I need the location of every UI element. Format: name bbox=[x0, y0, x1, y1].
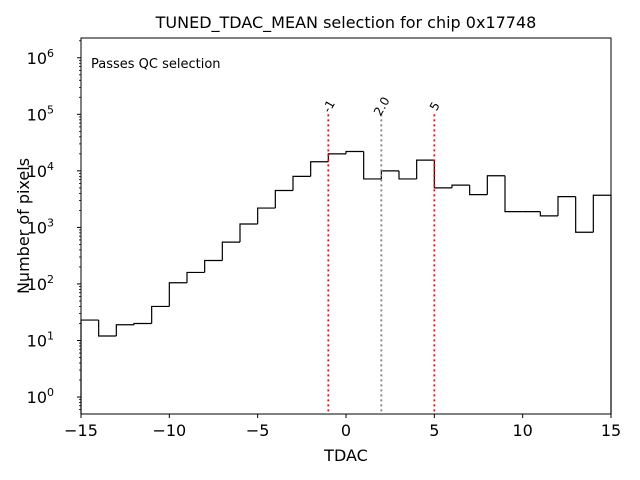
x-tick-label: −15 bbox=[64, 421, 98, 440]
histogram-bin bbox=[539, 211, 558, 217]
histogram-bin bbox=[363, 151, 382, 180]
histogram-bin bbox=[239, 223, 258, 243]
histogram-bin bbox=[575, 196, 594, 233]
histogram-bin bbox=[221, 241, 240, 261]
y-tick-label: 105 bbox=[27, 103, 54, 124]
histogram-bin bbox=[469, 185, 488, 196]
x-tick-label: 10 bbox=[512, 421, 532, 440]
plot-frame bbox=[80, 37, 612, 415]
x-tick-label: 5 bbox=[429, 421, 439, 440]
x-tick-label: −10 bbox=[152, 421, 186, 440]
chart-title: TUNED_TDAC_MEAN selection for chip 0x177… bbox=[155, 13, 537, 33]
histogram-bin bbox=[398, 170, 417, 180]
histogram-bin bbox=[451, 184, 470, 188]
histogram-bin bbox=[327, 153, 346, 162]
y-tick-label: 100 bbox=[27, 386, 54, 407]
histogram-bin bbox=[98, 320, 117, 337]
y-tick-label: 101 bbox=[27, 329, 54, 350]
histogram-bin bbox=[345, 150, 364, 154]
x-tick-label: −5 bbox=[246, 421, 270, 440]
histogram-bin bbox=[310, 161, 329, 177]
histogram-bin bbox=[133, 322, 152, 325]
histogram-bin bbox=[151, 305, 170, 324]
annotation-text: Passes QC selection bbox=[91, 57, 221, 72]
y-tick-label: 102 bbox=[27, 273, 54, 294]
x-tick-label: 0 bbox=[341, 421, 351, 440]
histogram-bin bbox=[186, 271, 205, 283]
histogram-bin bbox=[504, 175, 523, 213]
histogram-bin bbox=[292, 175, 311, 191]
y-axis-label: Number of pixels bbox=[14, 158, 33, 294]
x-axis-label: TDAC bbox=[323, 446, 368, 465]
x-tick-label: 15 bbox=[601, 421, 621, 440]
histogram-bin bbox=[168, 282, 187, 307]
histogram-bin bbox=[115, 324, 134, 337]
histogram-bin bbox=[274, 189, 293, 209]
y-tick-label: 104 bbox=[27, 160, 54, 181]
y-tick-label: 103 bbox=[27, 216, 54, 237]
y-tick-label: 106 bbox=[27, 47, 54, 68]
histogram-bin bbox=[416, 159, 435, 179]
histogram-bin bbox=[486, 175, 505, 195]
histogram-bin bbox=[257, 207, 276, 224]
histogram-bin bbox=[557, 196, 576, 216]
histogram-bin bbox=[204, 259, 223, 273]
